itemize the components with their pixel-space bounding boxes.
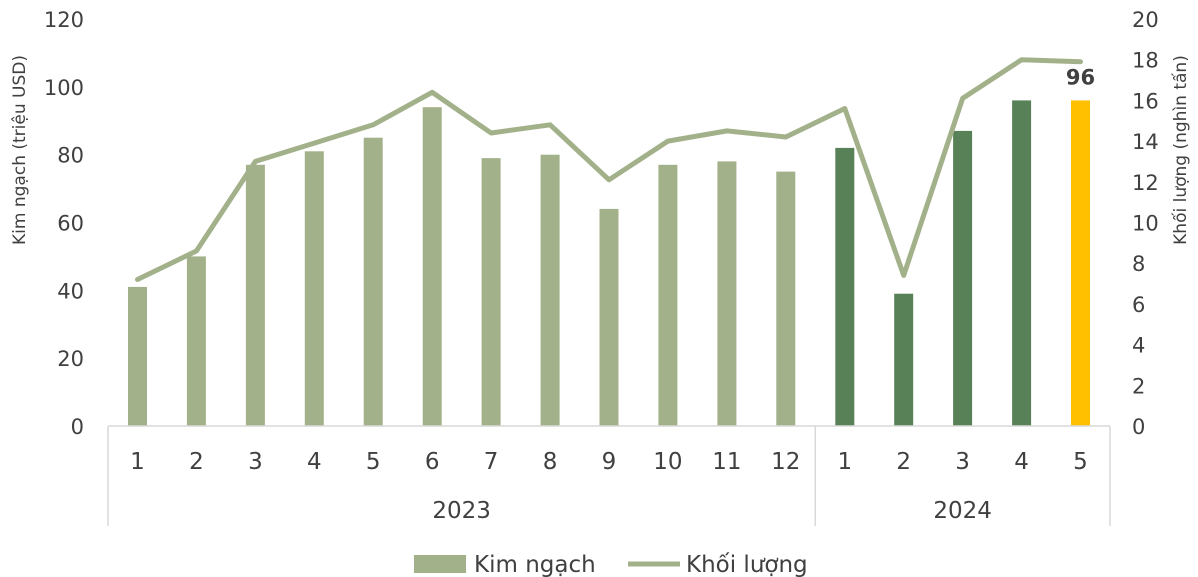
right-tick-3: 6 [1132,293,1145,317]
bar-14 [894,293,914,426]
bar-5 [363,137,383,426]
category-label-14: 2 [896,449,911,475]
category-label-13: 1 [837,449,852,475]
bar-11 [717,161,737,426]
category-label-17: 5 [1073,449,1088,475]
bar-3 [245,164,265,427]
bar-9 [599,208,619,426]
category-label-7: 7 [484,449,499,475]
left-tick-2: 40 [57,279,84,303]
bar-12 [776,171,796,426]
bar-17 [1071,100,1090,427]
right-tick-4: 8 [1132,252,1145,276]
category-label-5: 5 [366,449,381,475]
left-tick-1: 20 [57,347,84,371]
right-tick-8: 16 [1132,89,1159,113]
bar-15 [953,130,973,426]
left-tick-0: 0 [71,415,84,439]
bar-4 [304,151,324,427]
bar-7 [481,158,501,426]
category-label-10: 10 [653,449,682,475]
category-label-4: 4 [307,449,322,475]
right-tick-9: 18 [1132,49,1159,73]
category-label-8: 8 [543,449,558,475]
right-tick-1: 2 [1132,374,1145,398]
bar-1 [128,286,147,426]
right-tick-0: 0 [1132,415,1145,439]
category-label-11: 11 [712,449,741,475]
right-tick-2: 4 [1132,334,1145,358]
bar-8 [540,154,560,426]
legend: Kim ngạch Khối lượng [414,552,808,577]
data-labels: 96 [1066,65,1095,89]
group-label-2: 2024 [933,498,992,524]
legend-bar-label: Kim ngạch [474,552,596,577]
right-tick-6: 12 [1132,171,1159,195]
left-tick-3: 60 [57,212,84,236]
bar-13 [835,147,855,426]
category-label-15: 3 [955,449,970,475]
line-series [135,57,1083,282]
bar-series [128,100,1090,427]
right-axis-title: Khối lượng (nghìn tấn) [1170,55,1191,245]
category-label-6: 6 [425,449,440,475]
bar-6 [422,107,442,426]
group-label-1: 2023 [432,498,491,524]
left-tick-5: 100 [44,76,84,100]
data-label-1: 96 [1066,65,1095,89]
left-tick-4: 80 [57,144,84,168]
right-tick-10: 20 [1132,8,1159,32]
bar-2 [186,256,206,426]
category-label-1: 1 [130,449,145,475]
bar-16 [1012,100,1032,427]
left-tick-6: 120 [44,8,84,32]
category-label-3: 3 [248,449,263,475]
right-tick-7: 14 [1132,130,1159,154]
bar-10 [658,164,678,427]
category-label-16: 4 [1014,449,1029,475]
category-label-2: 2 [189,449,204,475]
category-label-9: 9 [602,449,617,475]
left-axis-title: Kim ngạch (triệu USD) [10,55,30,245]
right-tick-5: 10 [1132,212,1159,236]
category-label-12: 12 [771,449,800,475]
legend-line-label: Khối lượng [686,552,808,577]
legend-bar-swatch [414,555,466,573]
